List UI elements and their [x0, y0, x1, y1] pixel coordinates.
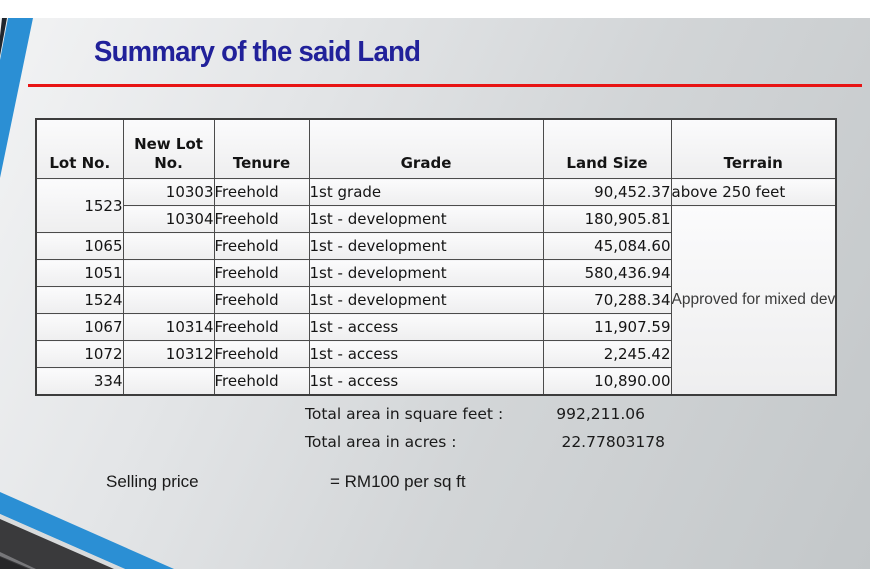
cell-new-lot — [122, 259, 215, 287]
slide-title: Summary of the said Land — [94, 36, 421, 68]
cell-lot: 1065 — [35, 232, 124, 260]
title-underline-rule — [28, 84, 862, 87]
header-lot-no: Lot No. — [35, 118, 124, 179]
cell-tenure: Freehold — [213, 232, 310, 260]
top-white-band — [0, 0, 870, 18]
cell-lot-merged: 1523 — [35, 178, 124, 233]
table-row: 1051 Freehold 1st - development 580,436.… — [35, 259, 836, 287]
cell-terrain-merged: Approved for mixed development title — [670, 205, 837, 396]
cell-tenure: Freehold — [213, 340, 310, 368]
cell-tenure: Freehold — [213, 286, 310, 314]
cell-lot: 1524 — [35, 286, 124, 314]
cell-lot: 334 — [35, 367, 124, 396]
cell-land-size: 90,452.37 — [542, 178, 672, 206]
selling-price-label: Selling price — [106, 472, 199, 491]
cell-terrain: above 250 feet — [670, 178, 837, 206]
cell-new-lot — [122, 232, 215, 260]
cell-grade: 1st - access — [308, 367, 544, 396]
cell-new-lot — [122, 367, 215, 396]
header-new-lot-no: New Lot No. — [122, 118, 215, 179]
cell-tenure: Freehold — [213, 313, 310, 341]
cell-grade: 1st - development — [308, 259, 544, 287]
table-row: 334 Freehold 1st - access 10,890.00 — [35, 367, 836, 396]
cell-new-lot: 10314 — [122, 313, 215, 341]
land-summary-table: Lot No. New Lot No. Tenure Grade Land Si… — [35, 118, 837, 396]
cell-land-size: 70,288.34 — [542, 286, 672, 314]
table-row: 1524 Freehold 1st - development 70,288.3… — [35, 286, 836, 314]
cell-land-size: 580,436.94 — [542, 259, 672, 287]
total-acres-label: Total area in acres : — [305, 433, 457, 451]
table-row: 1072 10312 Freehold 1st - access 2,245.4… — [35, 340, 836, 368]
cell-land-size: 10,890.00 — [542, 367, 672, 396]
cell-grade: 1st - access — [308, 340, 544, 368]
cell-land-size: 2,245.42 — [542, 340, 672, 368]
header-row: Lot No. New Lot No. Tenure Grade Land Si… — [35, 118, 837, 179]
cell-land-size: 180,905.81 — [542, 205, 672, 233]
header-land-size: Land Size — [542, 118, 672, 179]
cell-tenure: Freehold — [213, 367, 310, 396]
cell-new-lot — [122, 286, 215, 314]
cell-tenure: Freehold — [213, 178, 310, 206]
cell-grade: 1st - development — [308, 286, 544, 314]
header-grade: Grade — [308, 118, 544, 179]
cell-grade: 1st - access — [308, 313, 544, 341]
cell-grade: 1st - development — [308, 232, 544, 260]
cell-land-size: 11,907.59 — [542, 313, 672, 341]
total-acres-value: 22.77803178 — [561, 433, 665, 451]
cell-lot: 1067 — [35, 313, 124, 341]
header-terrain: Terrain — [670, 118, 837, 179]
selling-price-value: = RM100 per sq ft — [330, 472, 466, 491]
table-row: 10304 Freehold 1st - development 180,905… — [36, 205, 837, 396]
total-sqft-value: 992,211.06 — [556, 405, 645, 423]
header-tenure: Tenure — [213, 118, 310, 179]
cell-lot: 1051 — [35, 259, 124, 287]
cell-new-lot: 10304 — [122, 205, 215, 233]
table-row: 1523 10303 Freehold 1st grade 90,452.37 … — [35, 178, 837, 233]
cell-lot: 1072 — [35, 340, 124, 368]
cell-grade: 1st - development — [308, 205, 544, 233]
cell-tenure: Freehold — [213, 205, 310, 233]
cell-tenure: Freehold — [213, 259, 310, 287]
cell-new-lot: 10312 — [122, 340, 215, 368]
cell-grade: 1st grade — [308, 178, 544, 206]
total-sqft-label: Total area in square feet : — [305, 405, 504, 423]
cell-new-lot: 10303 — [122, 178, 215, 206]
cell-land-size: 45,084.60 — [542, 232, 672, 260]
